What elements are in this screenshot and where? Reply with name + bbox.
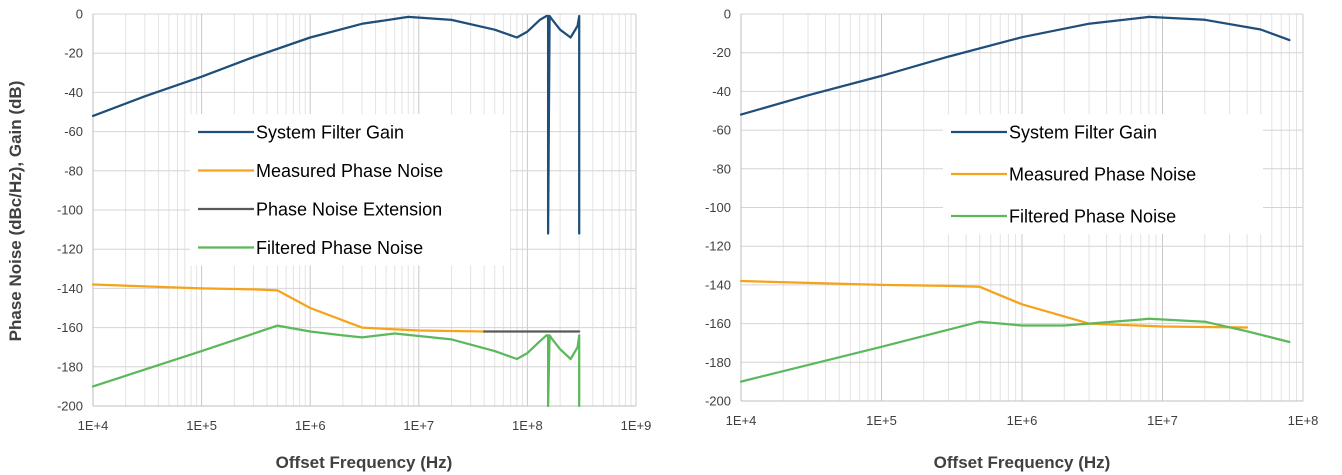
y-tick-label: 0 <box>724 7 731 22</box>
legend-label: Filtered Phase Noise <box>1009 207 1176 227</box>
y-tick-label: -140 <box>705 277 731 292</box>
y-tick-label: -140 <box>57 281 83 296</box>
series-line-filtered <box>739 317 1291 383</box>
legend-label: Measured Phase Noise <box>256 161 443 181</box>
legend-label: Phase Noise Extension <box>256 200 442 220</box>
y-tick-label: -100 <box>705 200 731 215</box>
x-tick-label: 1E+5 <box>866 413 897 428</box>
x-tick-label: 1E+5 <box>186 418 217 433</box>
x-axis-title: Offset Frequency (Hz) <box>934 453 1111 472</box>
legend-label: System Filter Gain <box>256 123 404 143</box>
chart-right: Offset Frequency (Hz) 0 -20 -40 -60 -80 -100 -… <box>705 7 1318 473</box>
series-lines <box>739 15 1291 383</box>
x-tick-label: 1E+4 <box>78 418 109 433</box>
y-tick-label: -80 <box>64 163 83 178</box>
y-tick-label: -100 <box>57 203 83 218</box>
y-tick-label: -60 <box>712 123 731 138</box>
series-line-measured <box>91 283 486 333</box>
x-tick-label: 1E+7 <box>403 418 434 433</box>
x-tick-label: 1E+8 <box>1288 413 1319 428</box>
y-tick-label: -80 <box>712 161 731 176</box>
y-tick-label: -120 <box>57 242 83 257</box>
legend-background <box>190 114 510 266</box>
y-tick-label: -200 <box>705 394 731 409</box>
legend-label: System Filter Gain <box>1009 123 1157 143</box>
series-line-gain <box>91 14 581 235</box>
x-axis-title: Offset Frequency (Hz) <box>276 453 453 472</box>
x-tick-label: 1E+7 <box>1147 413 1178 428</box>
x-tick-label: 1E+9 <box>621 418 652 433</box>
legend: System Filter Gain Measured Phase Noise Ph… <box>190 114 510 266</box>
series-lines <box>91 14 581 408</box>
y-tick-label: -40 <box>64 85 83 100</box>
series-line-measured <box>739 279 1249 329</box>
legend-label: Measured Phase Noise <box>1009 165 1196 185</box>
y-axis-title: Phase Noise (dBc/Hz), Gain (dB) <box>6 81 25 342</box>
x-tick-label: 1E+6 <box>295 418 326 433</box>
y-tick-label: -20 <box>712 45 731 60</box>
series-line-gain <box>739 15 1291 116</box>
y-tick-label: -120 <box>705 239 731 254</box>
y-tick-label: -200 <box>57 399 83 414</box>
x-tick-label: 1E+8 <box>512 418 543 433</box>
chart-left: Phase Noise (dBc/Hz), Gain (dB) Offset F… <box>6 7 651 473</box>
legend: System Filter Gain Measured Phase Noise Fi… <box>943 114 1263 234</box>
x-tick-label: 1E+4 <box>726 413 757 428</box>
y-tick-label: -40 <box>712 84 731 99</box>
y-tick-label: -160 <box>57 320 83 335</box>
x-tick-label: 1E+6 <box>1007 413 1038 428</box>
y-tick-label: -180 <box>705 355 731 370</box>
y-tick-label: -180 <box>57 359 83 374</box>
y-tick-label: -160 <box>705 316 731 331</box>
series-line-filtered <box>91 324 581 408</box>
y-tick-label: -60 <box>64 124 83 139</box>
y-tick-label: -20 <box>64 46 83 61</box>
y-tick-label: 0 <box>76 7 83 22</box>
legend-label: Filtered Phase Noise <box>256 238 423 258</box>
